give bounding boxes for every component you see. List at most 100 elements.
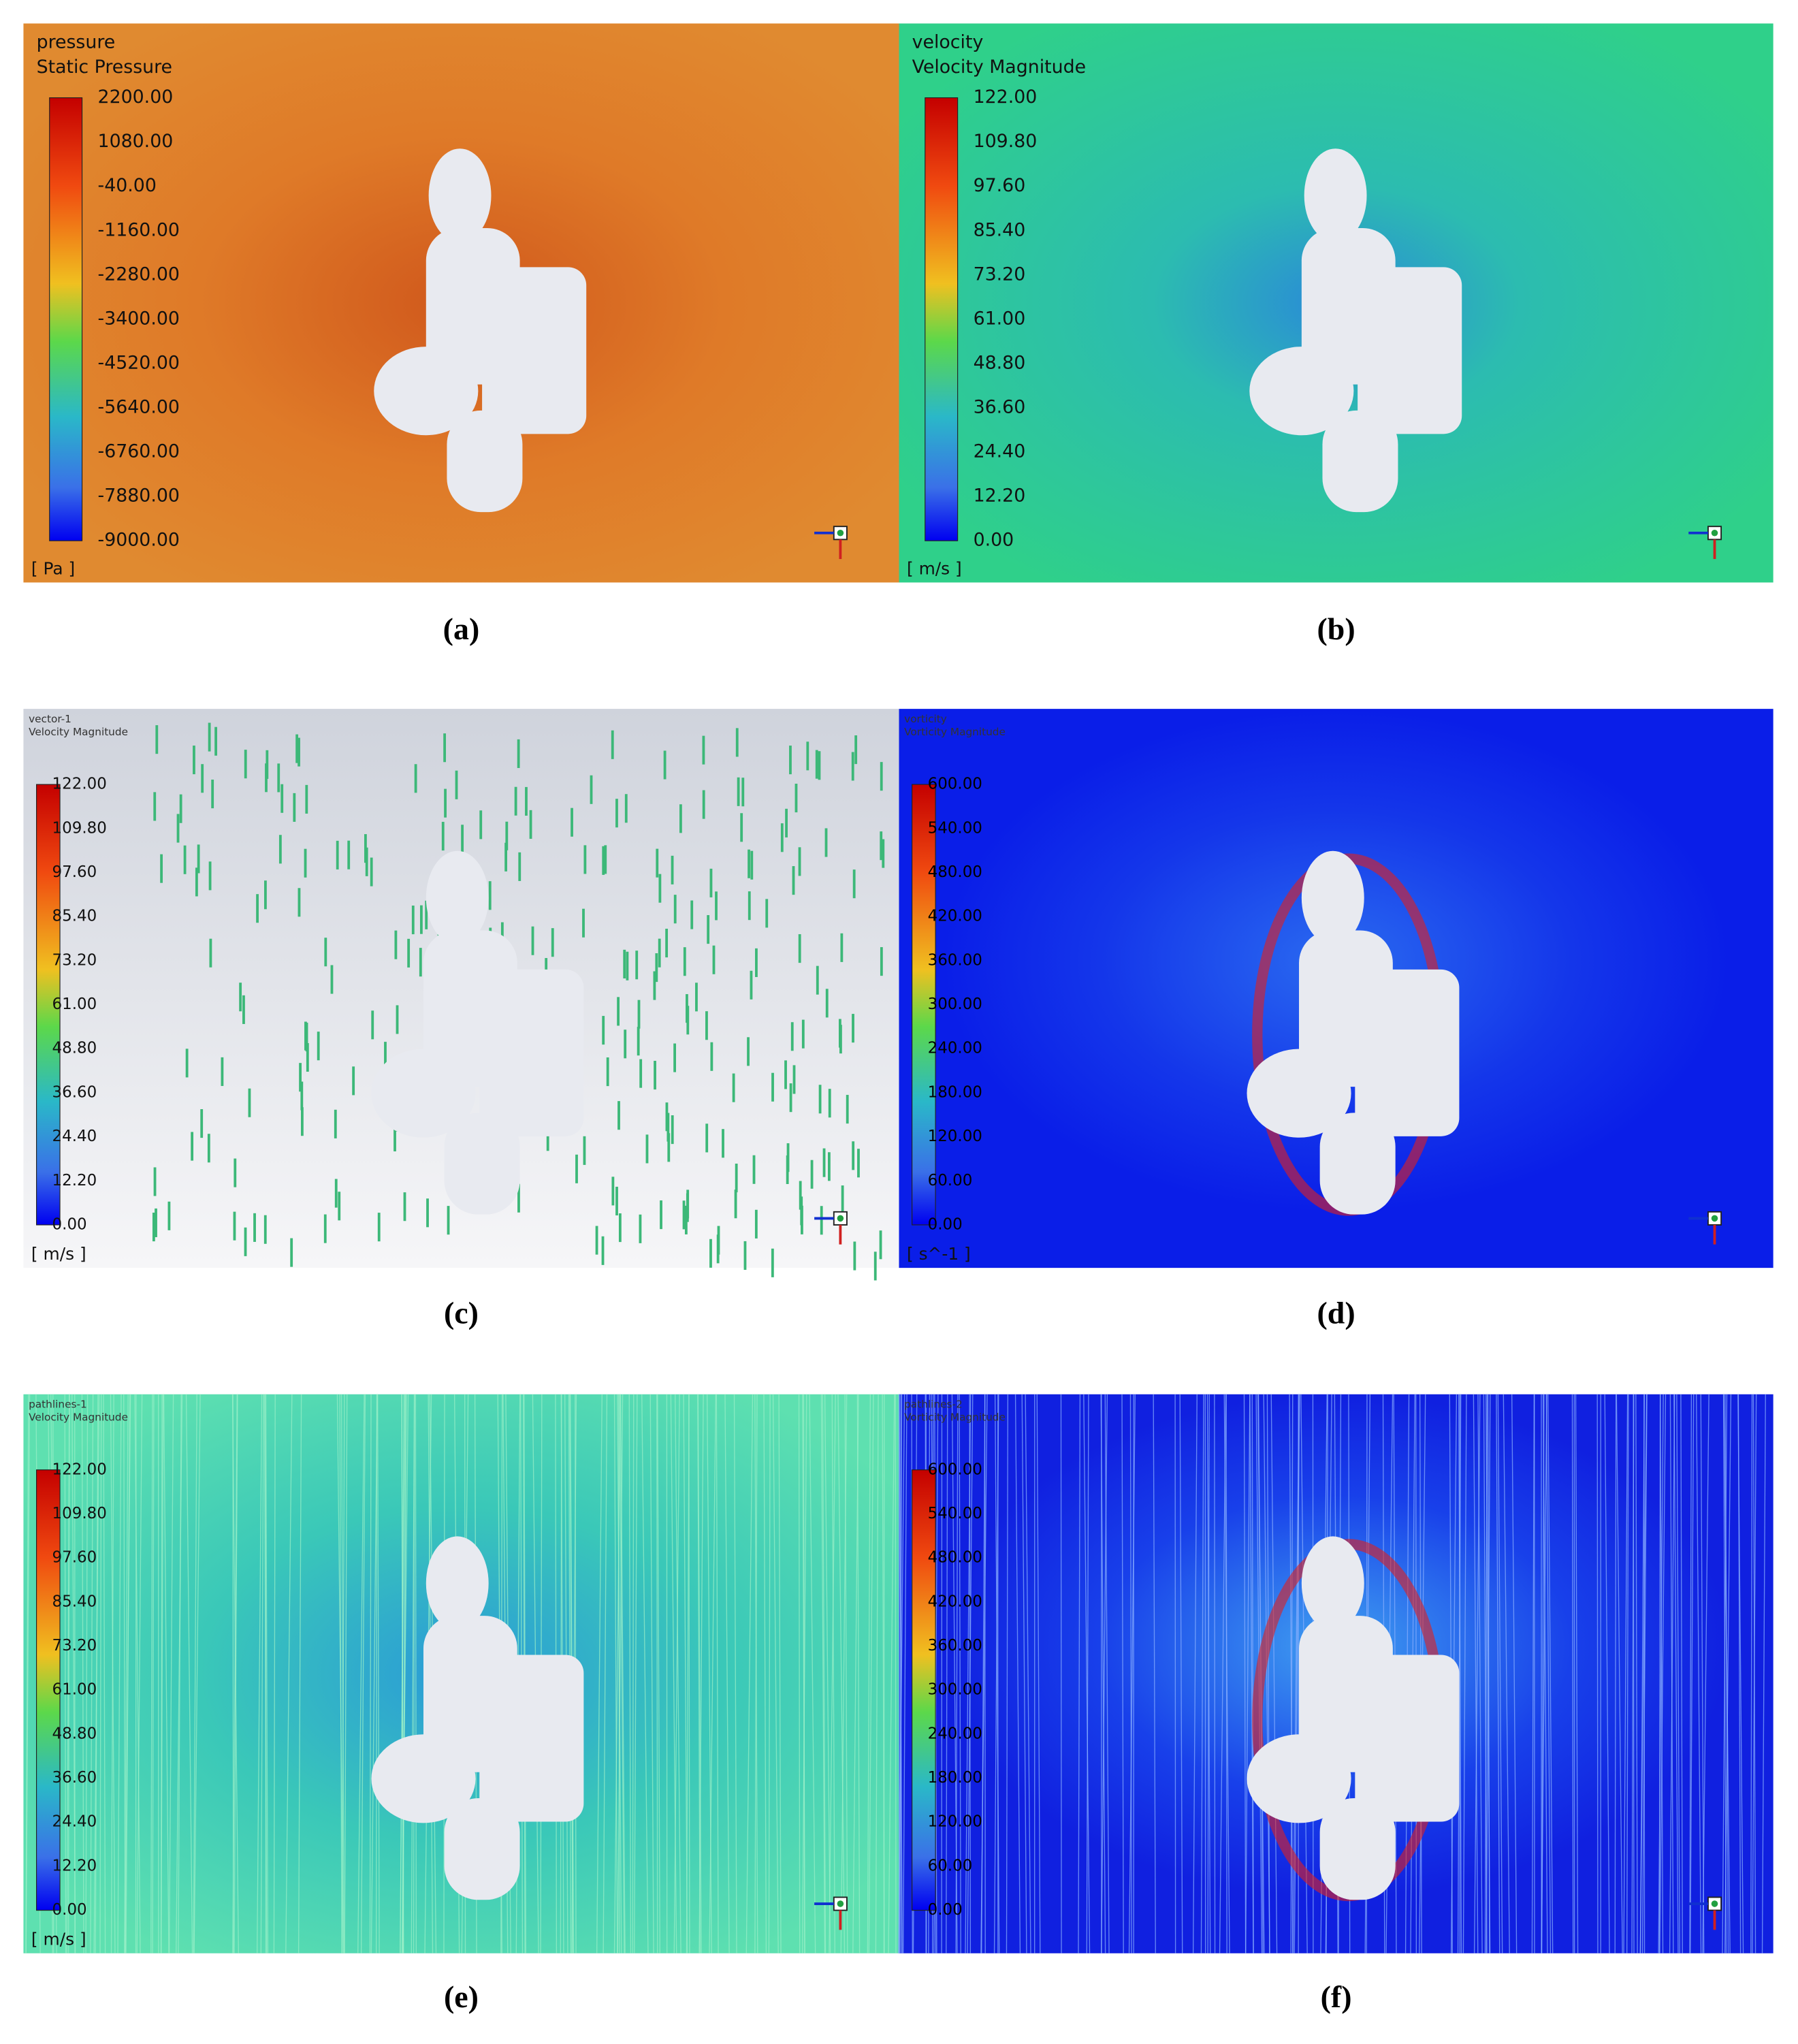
body-silhouette <box>371 1536 584 1900</box>
pathline <box>1690 1394 1695 1953</box>
pathline <box>641 1394 649 1953</box>
pathline <box>837 1394 846 1953</box>
pathline <box>1623 1394 1628 1953</box>
pathline <box>1750 1394 1753 1953</box>
colorbar-tick-label: 12.20 <box>52 1857 97 1874</box>
head <box>426 850 489 945</box>
pathline <box>1680 1394 1683 1953</box>
colorbar-tick-label: 61.00 <box>52 995 97 1013</box>
pathline <box>868 1394 874 1953</box>
panel-caption: (d) <box>1317 1295 1355 1330</box>
pathline <box>110 1394 114 1953</box>
pathline <box>617 1394 624 1953</box>
pathline <box>370 1394 378 1953</box>
colorbar-tick-label: 240.00 <box>928 1725 982 1742</box>
pathline <box>1575 1394 1579 1953</box>
pathline <box>763 1394 767 1953</box>
colorbar <box>49 97 83 541</box>
pathline <box>1207 1394 1210 1953</box>
colorbar-tick-label: -2280.00 <box>98 264 180 285</box>
legend-title: vector-1 <box>29 713 71 725</box>
pathline <box>994 1394 1000 1953</box>
pathline <box>117 1394 122 1953</box>
legend-title: Velocity Magnitude <box>29 1411 128 1424</box>
colorbar-tick-label: 97.60 <box>974 175 1026 196</box>
pathline <box>265 1394 269 1953</box>
colorbar-tick-label: 420.00 <box>928 908 982 925</box>
unit-label: [ m/s ] <box>31 1244 86 1264</box>
colorbar-tick-label: 61.00 <box>52 1681 97 1699</box>
body-silhouette <box>374 148 587 513</box>
legend-title: Static Pressure <box>37 57 172 78</box>
colorbar-tick-label: 0.00 <box>928 1215 963 1233</box>
pathline <box>369 1394 372 1953</box>
pathline <box>273 1394 276 1953</box>
panel: pressure Static Pressure 2200.00 1080.00 -40… <box>23 23 899 583</box>
pathline <box>411 1394 415 1953</box>
pathline <box>967 1394 974 1953</box>
pathline <box>1547 1394 1554 1953</box>
pathline <box>1497 1394 1503 1953</box>
pathline <box>1604 1394 1610 1953</box>
pathline <box>1503 1394 1510 1953</box>
colorbar-tick-label: 73.20 <box>52 951 97 969</box>
colorbar-tick-label: 48.80 <box>52 1725 97 1742</box>
pathline <box>1659 1394 1664 1953</box>
pathline <box>768 1394 771 1953</box>
panel-caption: (e) <box>444 1979 479 2014</box>
pathline <box>1596 1394 1599 1953</box>
backpack <box>482 267 587 434</box>
axis-triad <box>837 529 844 537</box>
pathline <box>829 1394 836 1953</box>
colorbar-tick-label: 600.00 <box>928 776 982 793</box>
pathline <box>1473 1394 1481 1953</box>
colorbar-tick-label: 85.40 <box>974 219 1026 240</box>
panel-caption: (c) <box>444 1295 479 1330</box>
colorbar <box>912 1469 936 1911</box>
pathline <box>1251 1394 1254 1953</box>
pathline <box>285 1394 293 1953</box>
pathline <box>895 1394 897 1953</box>
colorbar-tick-label: 36.60 <box>974 397 1026 418</box>
colorbar-tick-label: 122.00 <box>974 86 1038 108</box>
leg-lobe <box>1319 1113 1396 1215</box>
pathline <box>675 1394 681 1953</box>
colorbar-tick-label: -9000.00 <box>98 530 180 551</box>
pathline <box>415 1394 417 1953</box>
pathline <box>1541 1394 1547 1953</box>
colorbar-tick-label: 48.80 <box>52 1040 97 1057</box>
legend-title: Velocity Magnitude <box>912 57 1086 78</box>
pathline <box>1083 1394 1091 1953</box>
pathline <box>802 1394 805 1953</box>
colorbar-tick-label: 36.60 <box>52 1769 97 1787</box>
colorbar-tick-label: 240.00 <box>928 1040 982 1057</box>
axis-triad <box>1711 1215 1718 1222</box>
pathline <box>340 1394 345 1953</box>
pathline <box>1006 1394 1009 1953</box>
colorbar-tick-label: 360.00 <box>928 1637 982 1655</box>
pathline <box>1014 1394 1021 1953</box>
colorbar-tick-label: 60.00 <box>928 1172 973 1189</box>
pathline <box>1462 1394 1467 1953</box>
pathline <box>232 1394 238 1953</box>
body-silhouette <box>1249 148 1462 513</box>
unit-label: [ m/s ] <box>31 1930 86 1949</box>
pathline <box>709 1394 717 1953</box>
pathline <box>1129 1394 1132 1953</box>
head <box>1301 1536 1364 1631</box>
colorbar-tick-label: -4520.00 <box>98 352 180 373</box>
pathline <box>875 1394 879 1953</box>
backpack <box>1355 969 1460 1136</box>
pathline <box>802 1394 807 1953</box>
pathline <box>125 1394 131 1953</box>
colorbar-tick-label: 24.40 <box>52 1128 97 1145</box>
pathline <box>724 1394 730 1953</box>
colorbar <box>36 784 61 1226</box>
pathline <box>163 1394 170 1953</box>
front-lobe <box>1249 347 1354 436</box>
pathline <box>619 1394 625 1953</box>
axis-triad <box>1711 1900 1718 1907</box>
colorbar-tick-label: 600.00 <box>928 1460 982 1478</box>
